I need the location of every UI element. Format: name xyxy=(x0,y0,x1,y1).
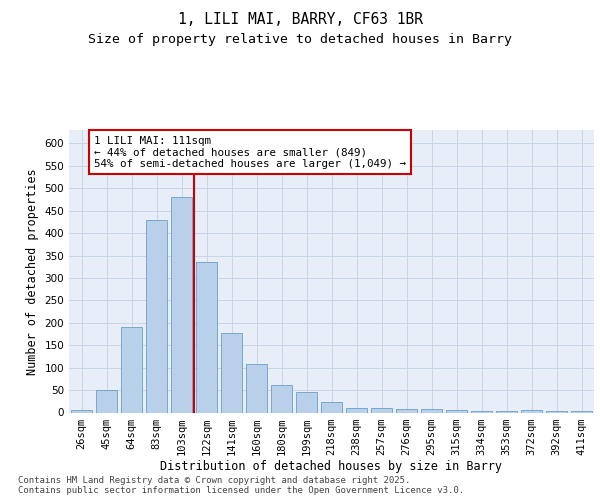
Bar xyxy=(571,411,592,412)
Bar xyxy=(71,410,92,412)
Bar xyxy=(421,409,442,412)
Bar xyxy=(246,364,267,412)
Text: 1 LILI MAI: 111sqm
← 44% of detached houses are smaller (849)
54% of semi-detach: 1 LILI MAI: 111sqm ← 44% of detached hou… xyxy=(94,136,406,169)
Bar xyxy=(271,384,292,412)
Text: 1, LILI MAI, BARRY, CF63 1BR: 1, LILI MAI, BARRY, CF63 1BR xyxy=(178,12,422,28)
Bar xyxy=(121,328,142,412)
Bar xyxy=(471,410,492,412)
Bar xyxy=(496,410,517,412)
Bar xyxy=(521,410,542,412)
Y-axis label: Number of detached properties: Number of detached properties xyxy=(26,168,39,374)
Text: Contains HM Land Registry data © Crown copyright and database right 2025.
Contai: Contains HM Land Registry data © Crown c… xyxy=(18,476,464,495)
Text: Size of property relative to detached houses in Barry: Size of property relative to detached ho… xyxy=(88,32,512,46)
Bar xyxy=(396,409,417,412)
X-axis label: Distribution of detached houses by size in Barry: Distribution of detached houses by size … xyxy=(161,460,503,473)
Bar xyxy=(171,198,192,412)
Bar xyxy=(146,220,167,412)
Bar xyxy=(196,262,217,412)
Bar xyxy=(371,408,392,412)
Bar xyxy=(221,332,242,412)
Bar xyxy=(546,410,567,412)
Bar xyxy=(296,392,317,412)
Bar xyxy=(446,410,467,412)
Bar xyxy=(321,402,342,412)
Bar xyxy=(96,390,117,412)
Bar xyxy=(346,408,367,412)
